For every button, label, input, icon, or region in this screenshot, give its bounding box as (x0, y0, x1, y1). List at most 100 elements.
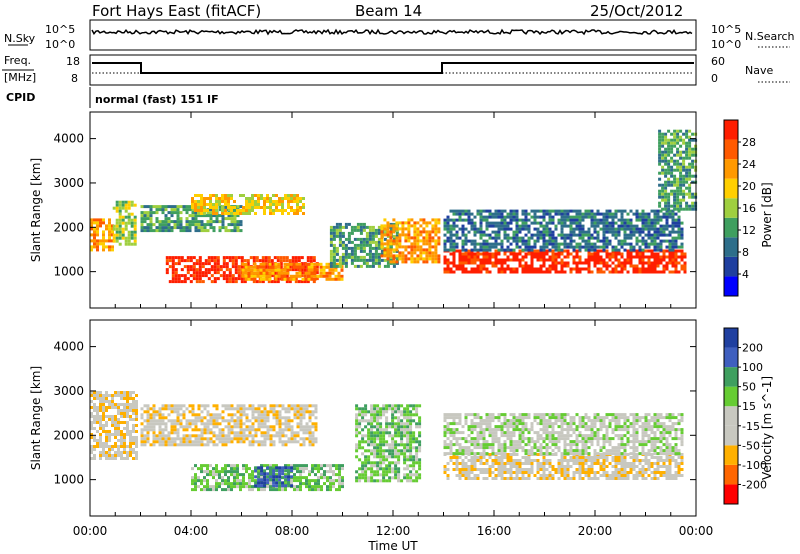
heatmap-cell (272, 425, 276, 429)
heatmap-cell (287, 472, 291, 476)
heatmap-cell (290, 407, 294, 411)
heatmap-cell (674, 239, 678, 243)
heatmap-cell (512, 258, 516, 262)
heatmap-cell (102, 412, 105, 415)
heatmap-cell (359, 222, 363, 226)
heatmap-cell (665, 245, 669, 249)
heatmap-cell (140, 434, 144, 438)
heatmap-cell (431, 230, 435, 234)
heatmap-cell (620, 221, 624, 225)
heatmap-cell (667, 129, 671, 133)
heatmap-cell (382, 434, 386, 438)
heatmap-cell (209, 428, 213, 432)
heatmap-cell (641, 221, 645, 225)
heatmap-cell (257, 475, 261, 479)
heatmap-cell (234, 268, 238, 272)
heatmap-cell (676, 129, 680, 133)
heatmap-cell (296, 434, 300, 438)
heatmap-cell (650, 255, 654, 259)
heatmap-cell (99, 418, 102, 421)
heatmap-cell (376, 416, 380, 420)
heatmap-cell (353, 252, 357, 256)
heatmap-cell (560, 221, 564, 225)
heatmap-cell (367, 449, 371, 453)
heatmap-cell (112, 206, 116, 210)
heatmap-cell (188, 226, 192, 230)
heatmap-cell (569, 252, 573, 256)
heatmap-cell (497, 248, 501, 252)
heatmap-cell (140, 211, 144, 215)
heatmap-cell (102, 415, 105, 418)
heatmap-cell (361, 446, 365, 450)
heatmap-cell (287, 419, 291, 423)
heatmap-cell (102, 233, 105, 237)
heatmap-cell (332, 258, 336, 262)
heatmap-cell (152, 413, 156, 417)
heatmap-cell (255, 259, 259, 263)
heatmap-cell (335, 264, 339, 268)
heatmap-cell (403, 428, 407, 432)
heatmap-cell (194, 203, 197, 206)
heatmap-cell (227, 425, 231, 429)
heatmap-cell (647, 230, 651, 234)
heatmap-cell (470, 248, 474, 252)
heatmap-cell (382, 440, 386, 444)
heatmap-cell (293, 413, 297, 417)
heatmap-cell (99, 427, 102, 430)
heatmap-cell (404, 233, 408, 237)
heatmap-cell (242, 431, 246, 435)
heatmap-cell (620, 255, 624, 259)
heatmap-cell (389, 251, 393, 255)
heatmap-cell (617, 242, 621, 246)
heatmap-cell (206, 413, 210, 417)
heatmap-cell (644, 215, 648, 219)
heatmap-cell (278, 488, 281, 492)
heatmap-cell (386, 239, 390, 243)
heatmap-cell (653, 224, 657, 228)
heatmap-cell (674, 224, 678, 228)
heatmap-cell (152, 437, 156, 441)
heatmap-cell (332, 225, 336, 229)
heatmap-cell (299, 419, 303, 423)
heatmap-cell (290, 425, 294, 429)
heatmap-cell (374, 228, 378, 232)
heatmap-cell (242, 464, 245, 468)
heatmap-cell (185, 217, 189, 221)
heatmap-cell (317, 479, 320, 483)
heatmap-cell (206, 479, 209, 483)
heatmap-cell (527, 230, 531, 234)
heatmap-cell (593, 218, 597, 222)
heatmap-cell (239, 425, 243, 429)
heatmap-cell (308, 440, 312, 444)
heatmap-cell (415, 470, 419, 474)
heatmap-cell (409, 473, 413, 477)
heatmap-cell (140, 413, 144, 417)
heatmap-cell (96, 394, 99, 397)
heatmap-cell (329, 264, 333, 268)
heatmap-cell (667, 192, 671, 196)
heatmap-cell (221, 440, 225, 444)
heatmap-cell (197, 214, 201, 218)
heatmap-cell (161, 434, 165, 438)
heatmap-cell (409, 419, 413, 423)
heatmap-cell (129, 433, 132, 436)
heatmap-cell (170, 419, 174, 423)
heatmap-cell (317, 476, 320, 480)
heatmap-cell (264, 259, 268, 263)
heatmap-cell (680, 267, 684, 271)
heatmap-cell (542, 264, 546, 268)
heatmap-cell (251, 437, 255, 441)
heatmap-cell (313, 277, 317, 281)
heatmap-cell (257, 466, 261, 470)
heatmap-cell (383, 237, 387, 241)
heatmap-cell (221, 404, 225, 408)
heatmap-cell (347, 234, 351, 238)
heatmap-cell (212, 476, 215, 480)
heatmap-cell (90, 224, 93, 228)
heatmap-cell (281, 440, 285, 444)
heatmap-cell (266, 431, 270, 435)
heatmap-cell (467, 465, 471, 468)
heatmap-cell (118, 218, 122, 222)
heatmap-cell (488, 261, 492, 265)
heatmap-cell (656, 227, 660, 231)
